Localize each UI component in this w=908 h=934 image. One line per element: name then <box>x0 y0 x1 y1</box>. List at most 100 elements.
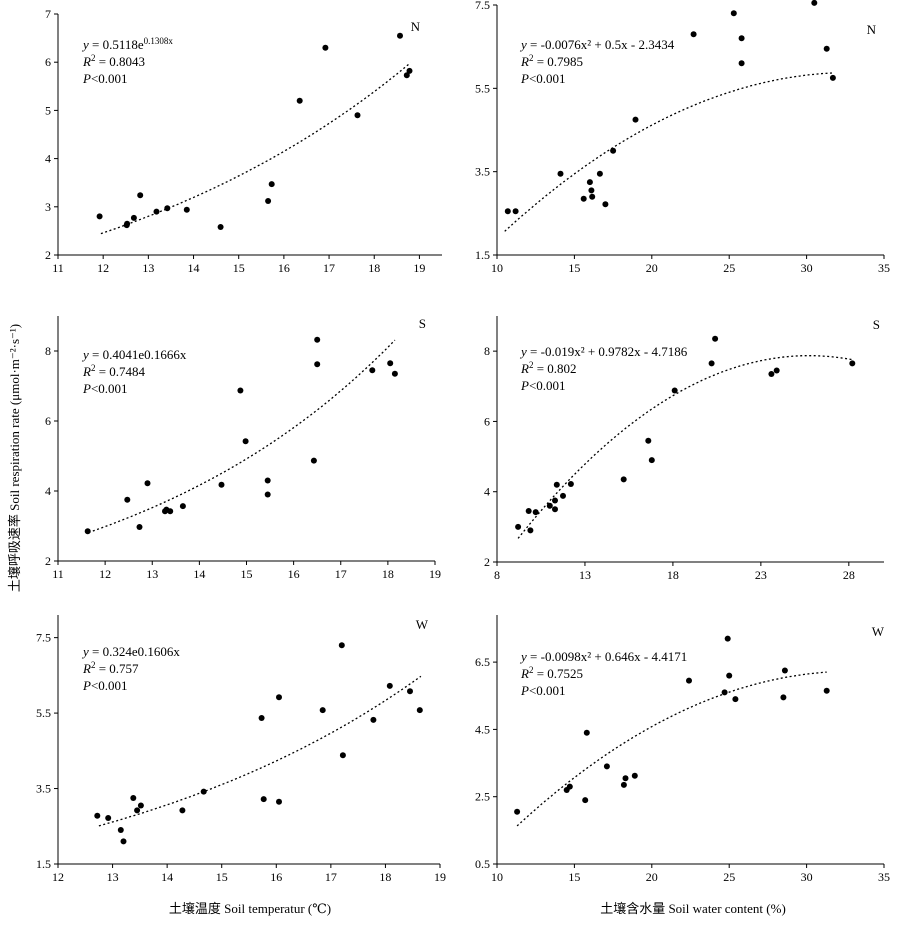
scatter-panel: 12 13 14 15 16 17 18 19 1.5 3.5 5.5 7.5 Wy = 0.324e0… <box>36 615 446 884</box>
scatter-panel: 11 12 13 14 15 16 17 18 19 2 4 6 8 Sy = 0.4041e0.1666… <box>45 316 441 581</box>
y-tick-label: 4 <box>45 152 51 166</box>
data-point <box>276 798 282 805</box>
y-tick-label: 4 <box>484 485 490 499</box>
data-point <box>557 170 564 177</box>
data-point <box>588 187 595 194</box>
y-tick-label: 3.5 <box>475 165 490 179</box>
x-tick-label: 8 <box>494 568 500 582</box>
fit-equation: y = -0.0098x² + 0.646x - 4.4171 <box>519 649 687 664</box>
data-point <box>218 481 225 488</box>
data-point <box>546 502 553 509</box>
x-axis-title-water-content: 土壤含水量 Soil water content (%) <box>600 901 786 916</box>
data-point <box>515 523 522 530</box>
x-tick-label: 17 <box>323 261 335 275</box>
data-point <box>264 477 271 484</box>
data-point <box>314 361 321 368</box>
data-point <box>552 497 558 504</box>
data-point <box>610 147 617 154</box>
x-tick-label: 15 <box>233 261 245 275</box>
x-tick-label: 17 <box>325 870 337 884</box>
data-point <box>105 815 112 821</box>
x-tick-label: 23 <box>755 568 767 582</box>
data-point <box>276 694 282 701</box>
data-point <box>387 360 394 367</box>
data-point <box>179 807 186 814</box>
r-squared: R2 = 0.757 <box>82 660 139 676</box>
data-point <box>416 707 423 714</box>
fit-curve <box>504 72 833 232</box>
x-tick-label: 11 <box>52 567 64 581</box>
y-tick-label: 2 <box>45 554 51 568</box>
data-point <box>314 336 321 343</box>
x-tick-label: 12 <box>97 261 109 275</box>
data-point <box>319 707 326 714</box>
data-point <box>567 481 574 487</box>
data-point <box>386 682 393 689</box>
data-point <box>310 457 317 464</box>
fit-equation: y = 0.324e0.1606x <box>81 644 180 659</box>
r-squared: R2 = 0.802 <box>520 360 577 376</box>
p-value: P<0.001 <box>520 378 566 393</box>
data-point <box>596 170 603 177</box>
fit-curve <box>517 355 853 539</box>
data-point <box>620 781 627 788</box>
data-point <box>780 694 787 701</box>
scatter-panel: 10 15 20 25 30 35 1.5 3.5 5.5 7.5 Ny = -0.0076x² +… <box>475 0 890 275</box>
y-tick-label: 2 <box>45 248 51 262</box>
y-tick-label: 1.5 <box>475 248 490 262</box>
r-squared: R2 = 0.8043 <box>82 53 145 69</box>
scatter-panel: 10 15 20 25 30 35 0.5 2.5 4.5 6.5 Wy = -0.0098x² +… <box>475 615 890 884</box>
p-value: P<0.001 <box>82 678 128 693</box>
data-point <box>721 689 728 696</box>
data-point <box>552 506 558 513</box>
p-value: P<0.001 <box>82 71 128 86</box>
x-tick-label: 13 <box>107 870 119 884</box>
data-point <box>264 491 271 498</box>
r-squared: R2 = 0.7525 <box>520 665 583 681</box>
fit-curve <box>100 62 411 235</box>
x-tick-label: 10 <box>491 870 503 884</box>
data-point <box>144 480 151 487</box>
data-point <box>738 60 745 67</box>
data-point <box>137 192 144 199</box>
x-tick-label: 14 <box>161 870 173 884</box>
data-point <box>583 729 590 736</box>
data-point <box>532 509 539 516</box>
data-point <box>397 32 403 39</box>
x-tick-label: 13 <box>579 568 591 582</box>
y-tick-label: 7.5 <box>475 0 490 12</box>
data-point <box>183 206 190 213</box>
data-point <box>811 0 818 6</box>
data-point <box>120 838 127 845</box>
data-point <box>96 213 103 220</box>
x-tick-label: 18 <box>379 870 391 884</box>
data-point <box>527 527 534 534</box>
x-tick-label: 12 <box>99 567 111 581</box>
data-point <box>200 788 207 795</box>
data-point <box>823 45 830 52</box>
x-tick-label: 14 <box>193 567 205 581</box>
x-tick-label: 13 <box>146 567 158 581</box>
x-tick-label: 35 <box>878 870 890 884</box>
x-axis-title-temperature: 土壤温度 Soil temperatur (℃) <box>169 901 331 916</box>
x-tick-label: 16 <box>278 261 290 275</box>
y-tick-label: 3.5 <box>36 782 51 796</box>
x-tick-label: 15 <box>568 870 580 884</box>
data-point <box>179 503 186 510</box>
y-tick-label: 0.5 <box>475 857 490 871</box>
y-axis-title: 土壤呼吸速率 Soil respiration rate (μmol·m⁻²·s… <box>7 324 22 592</box>
panel-label: W <box>416 617 429 632</box>
y-tick-label: 6 <box>45 414 51 428</box>
data-point <box>124 220 131 227</box>
data-point <box>525 508 532 514</box>
data-point <box>265 198 272 204</box>
data-point <box>136 524 143 530</box>
data-point <box>566 783 573 790</box>
x-tick-label: 11 <box>52 261 64 275</box>
y-tick-label: 2.5 <box>475 790 490 804</box>
x-tick-label: 15 <box>241 567 253 581</box>
fit-equation: y = -0.0076x² + 0.5x - 2.3434 <box>519 37 675 52</box>
data-point <box>732 696 739 703</box>
data-point <box>217 224 224 230</box>
